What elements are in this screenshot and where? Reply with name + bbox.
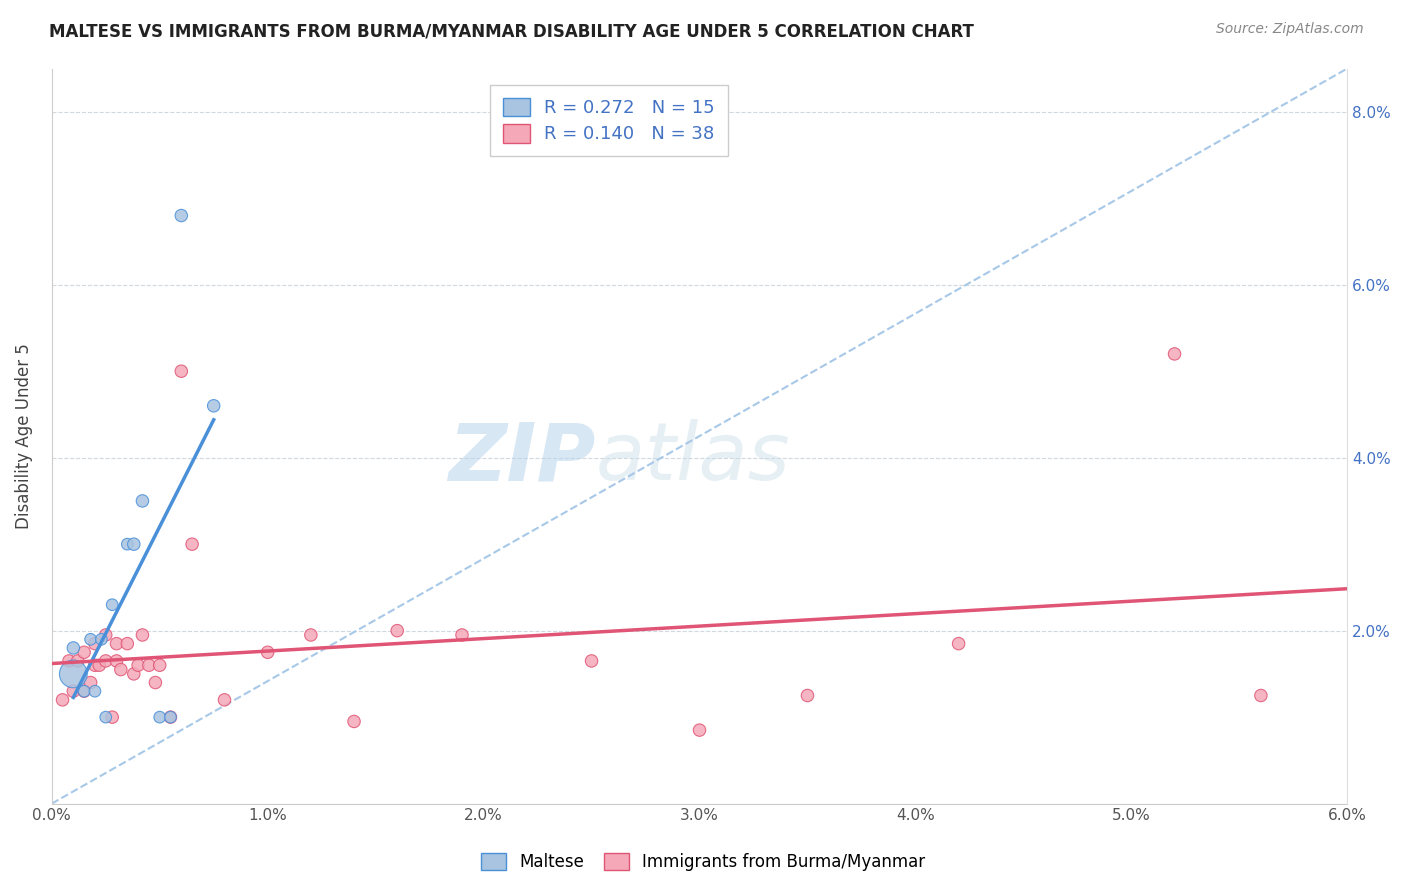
Text: ZIP: ZIP	[449, 419, 596, 497]
Text: MALTESE VS IMMIGRANTS FROM BURMA/MYANMAR DISABILITY AGE UNDER 5 CORRELATION CHAR: MALTESE VS IMMIGRANTS FROM BURMA/MYANMAR…	[49, 22, 974, 40]
Point	[94, 654, 117, 668]
Point	[89, 658, 111, 673]
Text: atlas: atlas	[596, 419, 790, 497]
Point	[62, 684, 84, 698]
Point	[689, 723, 711, 738]
Point	[159, 710, 181, 724]
Point	[58, 654, 80, 668]
Point	[62, 666, 84, 681]
Point	[79, 632, 101, 647]
Point	[101, 710, 124, 724]
Point	[122, 537, 145, 551]
Point	[581, 654, 603, 668]
Point	[84, 684, 107, 698]
Point	[90, 632, 112, 647]
Point	[149, 710, 172, 724]
Point	[131, 494, 153, 508]
Point	[138, 658, 160, 673]
Point	[948, 637, 970, 651]
Legend: R = 0.272   N = 15, R = 0.140   N = 38: R = 0.272 N = 15, R = 0.140 N = 38	[491, 85, 727, 156]
Y-axis label: Disability Age Under 5: Disability Age Under 5	[15, 343, 32, 529]
Point	[170, 209, 193, 223]
Point	[117, 637, 139, 651]
Point	[122, 666, 145, 681]
Point	[796, 689, 818, 703]
Point	[202, 399, 225, 413]
Point	[66, 654, 89, 668]
Point	[51, 693, 73, 707]
Point	[131, 628, 153, 642]
Point	[149, 658, 172, 673]
Point	[159, 710, 181, 724]
Point	[1163, 347, 1185, 361]
Point	[127, 658, 149, 673]
Text: Source: ZipAtlas.com: Source: ZipAtlas.com	[1216, 22, 1364, 37]
Point	[299, 628, 322, 642]
Point	[84, 637, 107, 651]
Point	[73, 684, 96, 698]
Point	[101, 598, 124, 612]
Point	[62, 640, 84, 655]
Point	[105, 654, 128, 668]
Point	[110, 663, 132, 677]
Point	[94, 628, 117, 642]
Point	[84, 658, 107, 673]
Point	[94, 710, 117, 724]
Point	[214, 693, 236, 707]
Point	[343, 714, 366, 729]
Point	[145, 675, 167, 690]
Legend: Maltese, Immigrants from Burma/Myanmar: Maltese, Immigrants from Burma/Myanmar	[472, 845, 934, 880]
Point	[73, 645, 96, 659]
Point	[79, 675, 101, 690]
Point	[117, 537, 139, 551]
Point	[1250, 689, 1272, 703]
Point	[170, 364, 193, 378]
Point	[387, 624, 409, 638]
Point	[181, 537, 204, 551]
Point	[451, 628, 474, 642]
Point	[105, 637, 128, 651]
Point	[256, 645, 278, 659]
Point	[73, 684, 96, 698]
